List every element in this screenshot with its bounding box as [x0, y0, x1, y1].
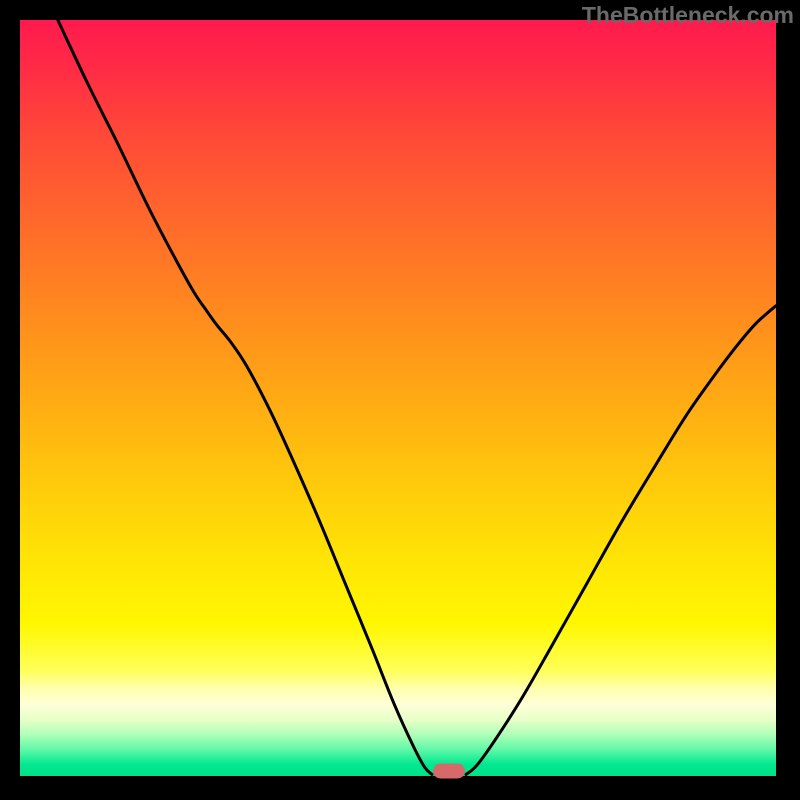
curve-left-branch	[58, 20, 432, 774]
curve-right-branch	[466, 306, 776, 775]
watermark-text: TheBottleneck.com	[582, 2, 794, 29]
chart-container: TheBottleneck.com	[0, 0, 800, 800]
optimum-marker	[433, 764, 465, 779]
plot-area	[20, 20, 776, 776]
bottleneck-curve	[20, 20, 776, 776]
